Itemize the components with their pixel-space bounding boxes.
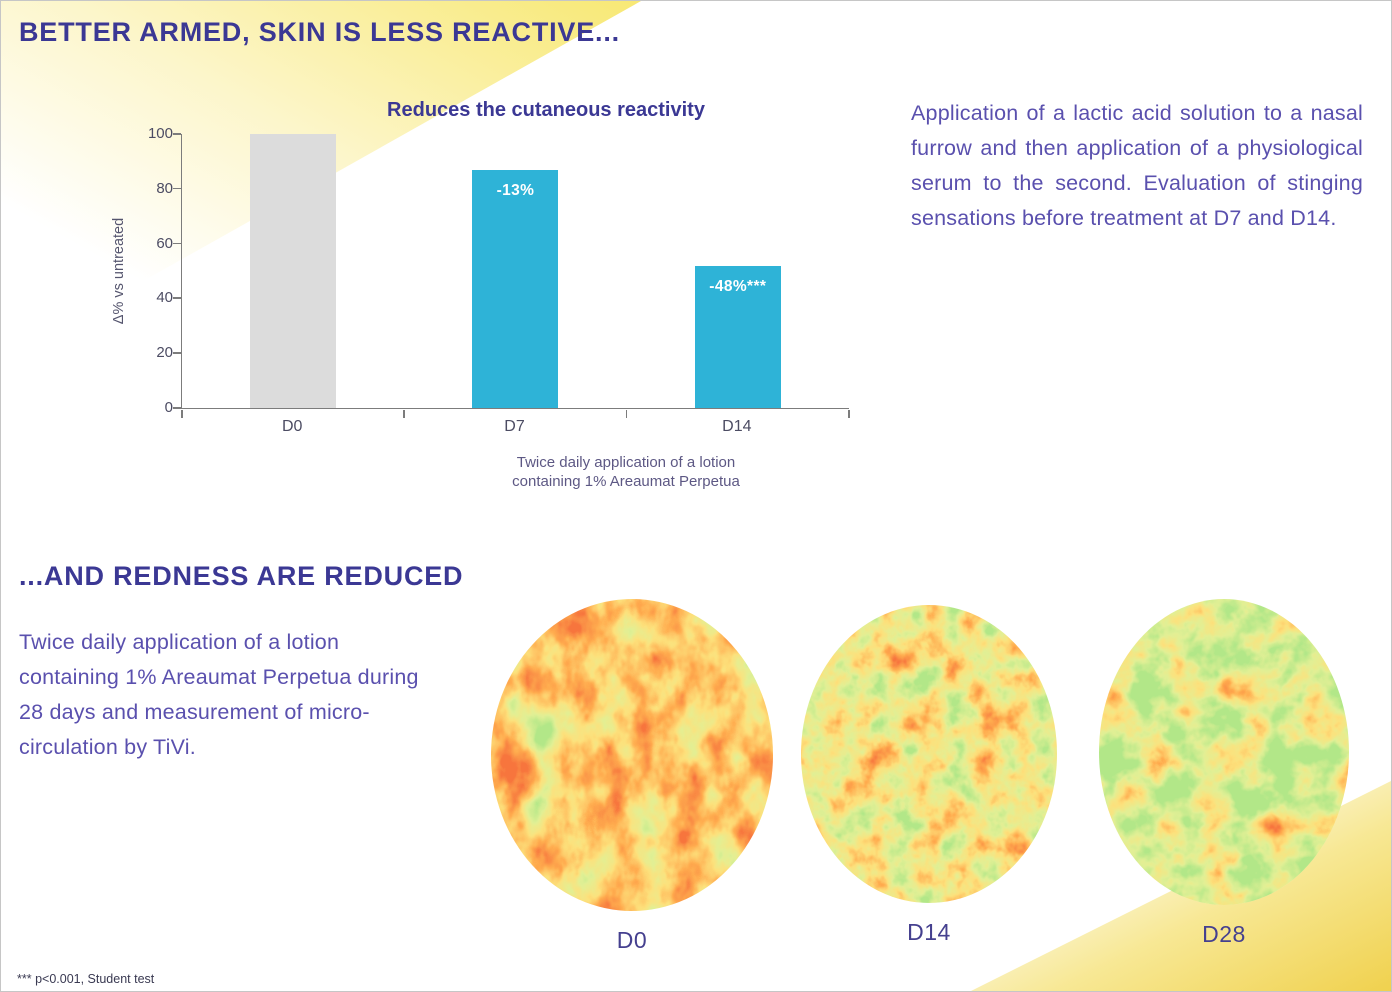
protocol-paragraph: Application of a lactic acid solution to…: [911, 101, 1363, 230]
bar-slot-D0: [182, 134, 404, 408]
tivi-heatmap-d0: [491, 599, 773, 911]
chart-title: Reduces the cutaneous reactivity: [387, 99, 705, 121]
y-tick-label: 80: [156, 179, 173, 197]
chart-caption-line1: Twice daily application of a lotion: [516, 454, 736, 471]
chart-bars: -13% -48%***: [182, 134, 849, 408]
y-tick-label: 100: [147, 125, 173, 142]
y-tick-mark: [173, 187, 181, 190]
x-tick-mark: [848, 410, 850, 418]
bar-slot-D14: -48%***: [627, 134, 849, 408]
heatmap-d0-image: [491, 599, 773, 911]
tivi-figure-d14: D14: [801, 605, 1057, 946]
y-tick-mark: [173, 407, 181, 409]
x-tick-mark: [403, 410, 405, 418]
heatmap-d14-image: [801, 605, 1057, 903]
x-axis-labels: D0 D7 D14: [181, 418, 848, 436]
section-title-redness: ...AND REDNESS ARE REDUCED: [19, 561, 464, 591]
bar-D0: [250, 134, 337, 408]
y-tick-label: 0: [164, 399, 173, 416]
y-tick-mark: [173, 297, 181, 299]
bar-D14: -48%***: [694, 265, 781, 408]
y-tick-label: 40: [156, 289, 173, 307]
chart-plot: -13% -48%***: [173, 133, 850, 418]
y-tick-mark: [173, 242, 181, 245]
tivi-paragraph: Twice daily application of a lotion cont…: [19, 630, 419, 759]
y-tick-mark: [173, 352, 181, 354]
chart-caption-line2: containing 1% Areaumat Perpetua: [512, 473, 740, 490]
y-tick-label: 20: [156, 344, 173, 362]
x-tick-label-D7: D7: [504, 418, 525, 435]
tivi-heatmap-d14: [801, 605, 1057, 903]
y-axis-label: Δ% vs untreated: [111, 217, 127, 325]
x-tick-label-D14: D14: [722, 418, 752, 435]
x-tick-mark: [625, 410, 628, 418]
tivi-label-d14: D14: [907, 919, 951, 945]
heatmap-d28-image: [1099, 599, 1349, 905]
y-axis-ticks: 0 20 40 60 80 100: [129, 125, 173, 416]
x-tick-mark: [181, 410, 183, 418]
bar-value-label: -13%: [496, 181, 535, 199]
y-tick-mark: [173, 133, 181, 135]
tivi-figure-d28: D28: [1099, 599, 1349, 948]
chart-caption: Twice daily application of a lotion cont…: [291, 453, 961, 491]
tivi-label-d28: D28: [1202, 921, 1246, 947]
tivi-heatmap-d28: [1099, 599, 1349, 905]
x-tick-label-D0: D0: [281, 418, 303, 435]
footnote: *** p<0.001, Student test: [17, 972, 155, 986]
bar-slot-D7: -13%: [404, 134, 626, 408]
section-title-reactivity: BETTER ARMED, SKIN IS LESS REACTIVE...: [19, 17, 620, 47]
bar-value-label: -48%***: [709, 277, 767, 295]
bar-D7: -13%: [472, 169, 559, 408]
y-tick-label: 60: [156, 234, 173, 252]
tivi-figure-d0: D0: [491, 599, 773, 954]
tivi-label-d0: D0: [616, 927, 648, 953]
